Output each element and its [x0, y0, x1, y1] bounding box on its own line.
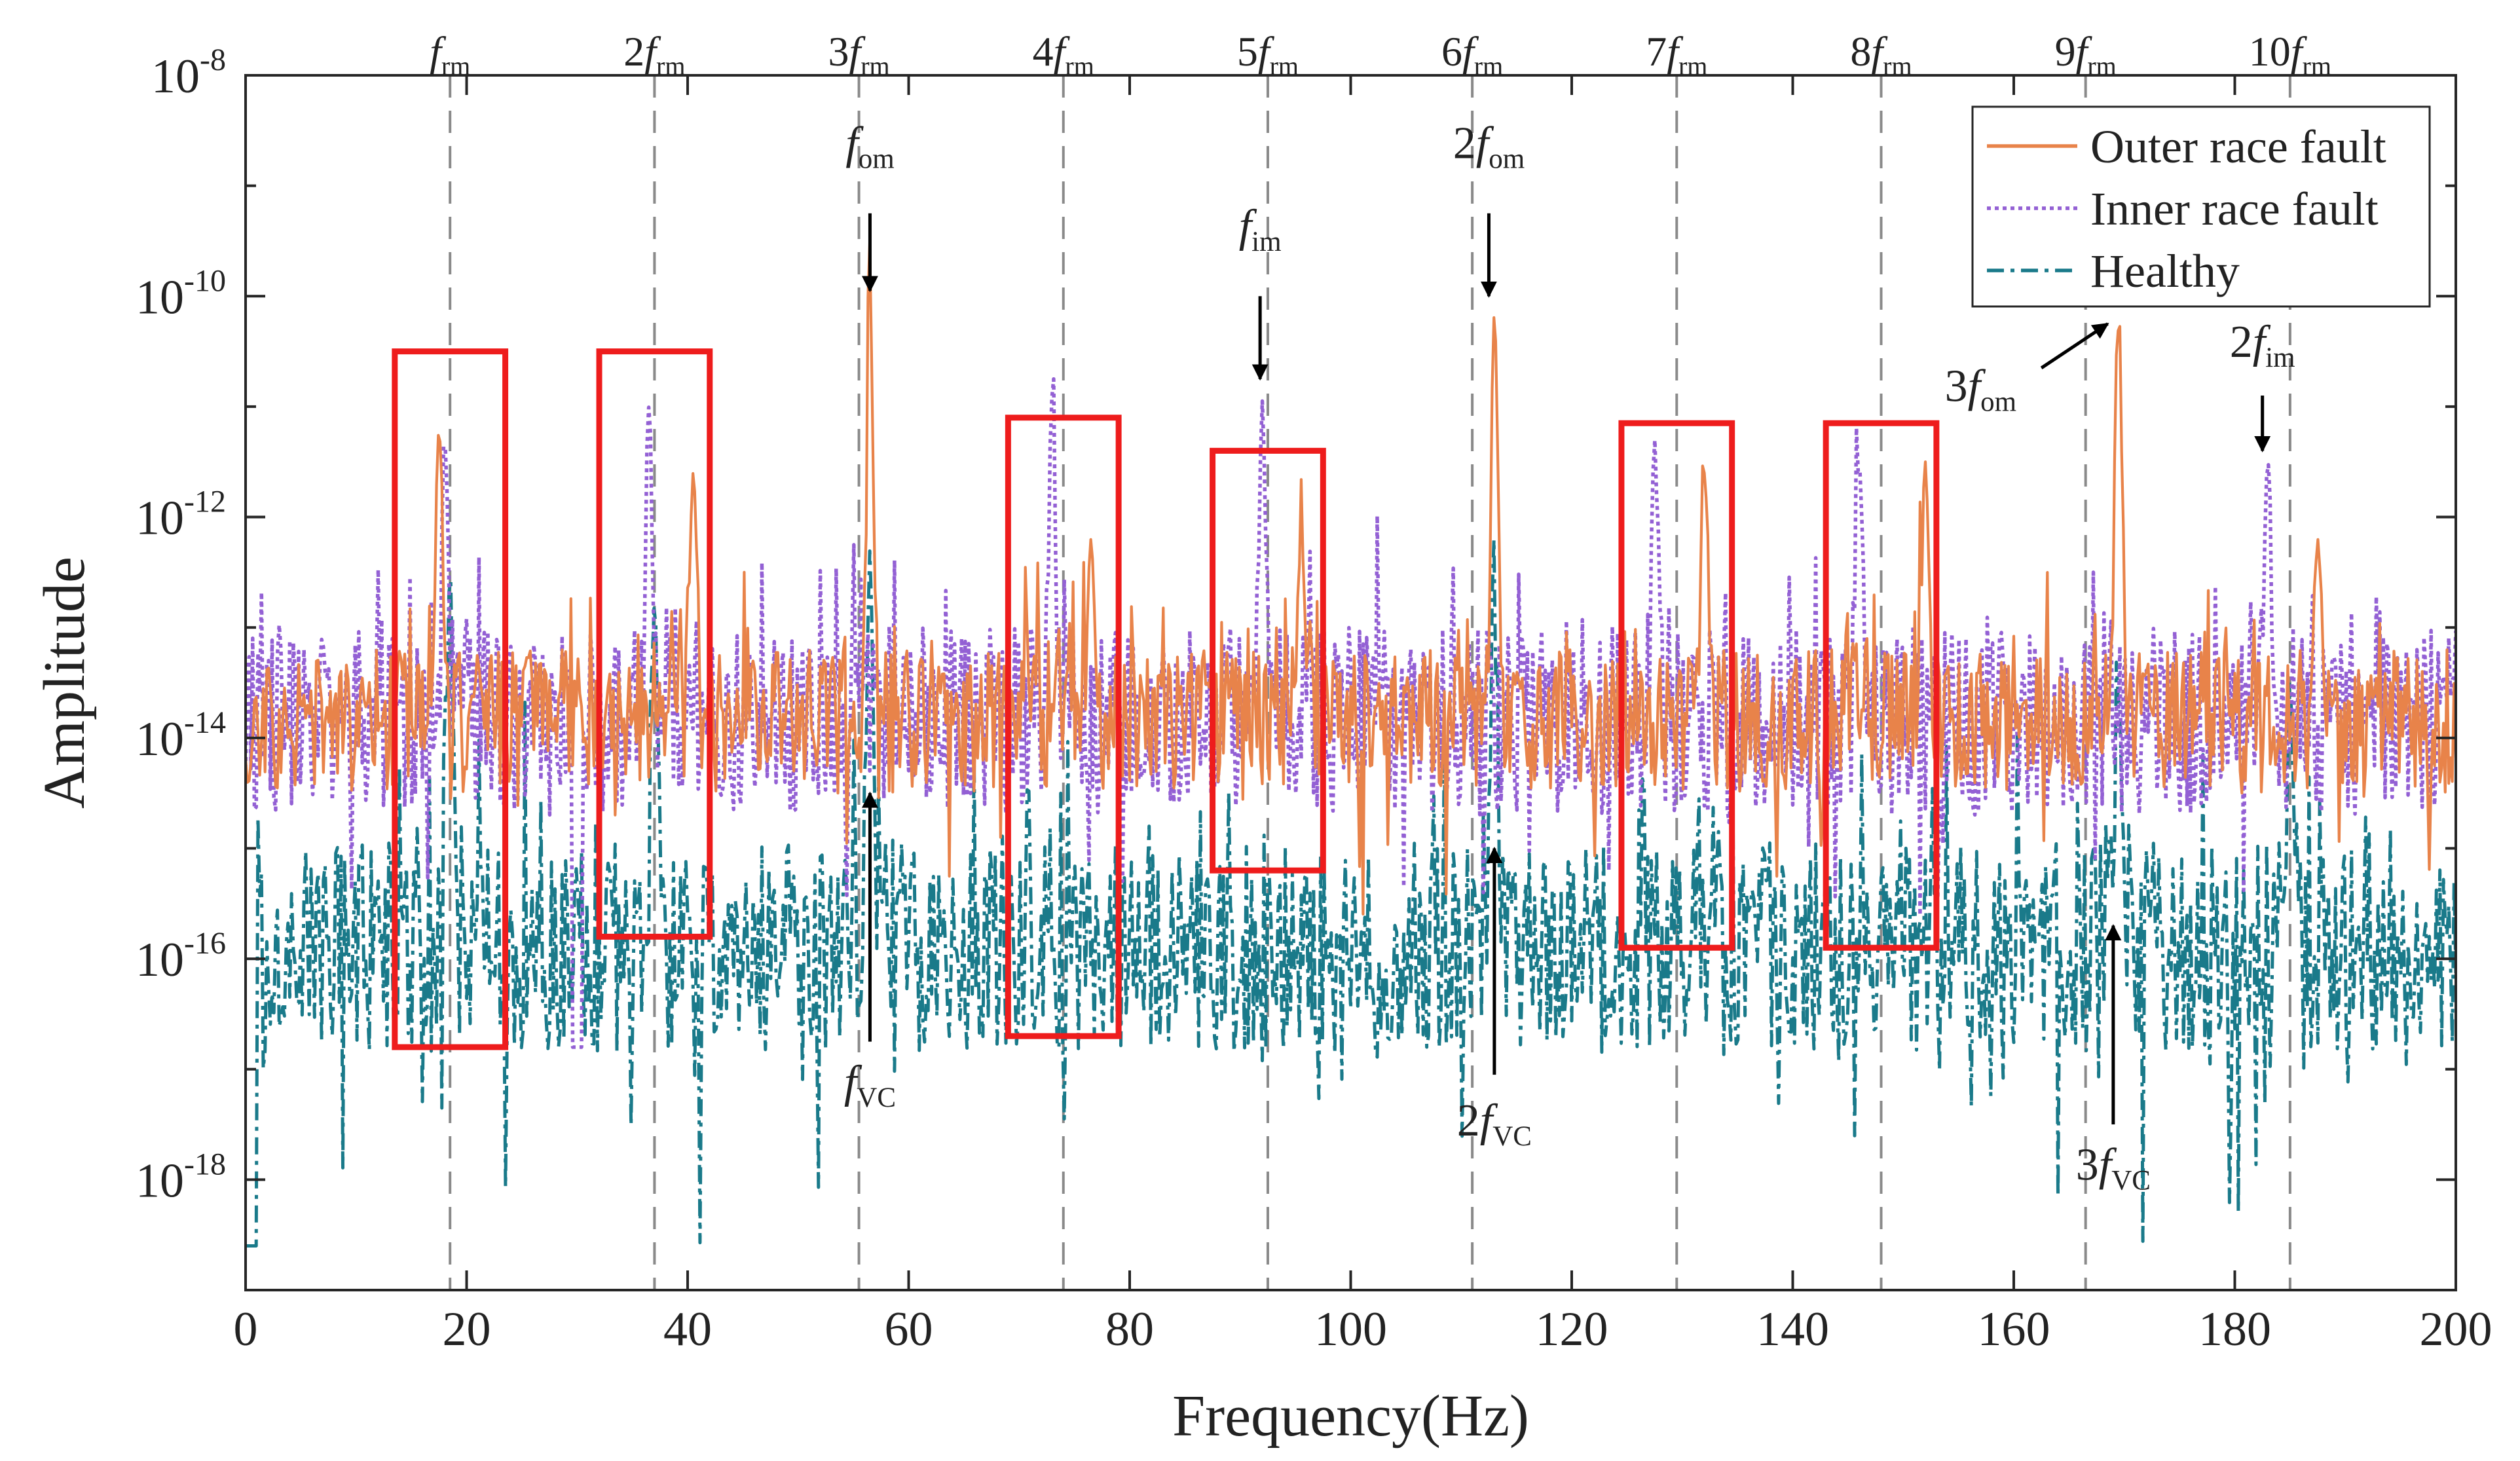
x-tick-label: 40 [663, 1303, 712, 1356]
highlight-box [1210, 447, 1326, 874]
annotation-label-f-om: fom [845, 118, 894, 174]
x-tick-label: 180 [2198, 1303, 2271, 1356]
x-tick-label: 120 [1536, 1303, 1608, 1356]
y-tick-label: 10-8 [151, 43, 226, 103]
harmonic-label: 8frm [1850, 28, 1912, 81]
annotation-label-3f-vc: 3fVC [2076, 1139, 2151, 1196]
series-outer [246, 241, 2456, 915]
series-lines [246, 241, 2456, 1248]
harmonic-label: 3frm [828, 28, 889, 81]
x-tick-label: 0 [234, 1303, 258, 1356]
x-tick-label: 100 [1314, 1303, 1387, 1356]
highlight-box [1823, 420, 1940, 951]
series-healthy [246, 538, 2456, 1248]
y-axis-label: Amplitude [32, 557, 97, 809]
harmonic-label: 6frm [1441, 28, 1503, 81]
harmonic-label: 9frm [2055, 28, 2117, 81]
highlight-boxes [392, 348, 1940, 1050]
x-tick-label: 140 [1756, 1303, 1829, 1356]
annotation-label-f-im: fim [1239, 201, 1282, 257]
x-tick-label: 20 [443, 1303, 491, 1356]
harmonic-label: 10frm [2249, 28, 2331, 81]
legend: Outer race fault Inner race fault Healthy [1971, 105, 2431, 308]
annotation-label-3f-om: 3fom [1945, 361, 2016, 417]
x-axis-label: Frequency(Hz) [1172, 1384, 1529, 1449]
highlight-box [392, 348, 509, 1050]
harmonic-label: 2frm [623, 28, 685, 81]
legend-label: Healthy [2090, 245, 2240, 297]
y-tick-label: 10-18 [136, 1147, 226, 1208]
harmonic-label: frm [430, 28, 470, 81]
legend-box [1971, 105, 2431, 308]
highlight-box [596, 348, 713, 940]
annotation-label-2f-om: 2fom [1453, 118, 1525, 174]
harmonic-label: 4frm [1033, 28, 1094, 81]
legend-label: Outer race fault [2090, 120, 2386, 173]
annotation-arrow-3f-om [2040, 322, 2109, 369]
x-tick-label: 200 [2420, 1303, 2492, 1356]
y-tick-label: 10-14 [136, 705, 226, 766]
x-tick-label: 60 [885, 1303, 933, 1356]
harmonic-label: 7frm [1646, 28, 1707, 81]
series-inner [246, 377, 2456, 1049]
y-tick-label: 10-16 [136, 926, 226, 987]
annotation-label-2f-vc: 2fVC [1457, 1096, 1532, 1152]
annotation-label-2f-im: 2fim [2230, 317, 2295, 373]
y-tick-label: 10-10 [136, 263, 226, 324]
harmonic-label: 5frm [1237, 28, 1299, 81]
axes: 0 20 40 60 80 100 120 140 160 180 200 10-18 10-16 10-… [32, 43, 2492, 1449]
legend-label: Inner race fault [2090, 183, 2379, 235]
highlight-box [1005, 415, 1122, 1039]
x-tick-label: 160 [1978, 1303, 2050, 1356]
highlight-box [1618, 420, 1735, 951]
y-tick-label: 10-12 [136, 485, 226, 546]
x-tick-label: 80 [1105, 1303, 1154, 1356]
